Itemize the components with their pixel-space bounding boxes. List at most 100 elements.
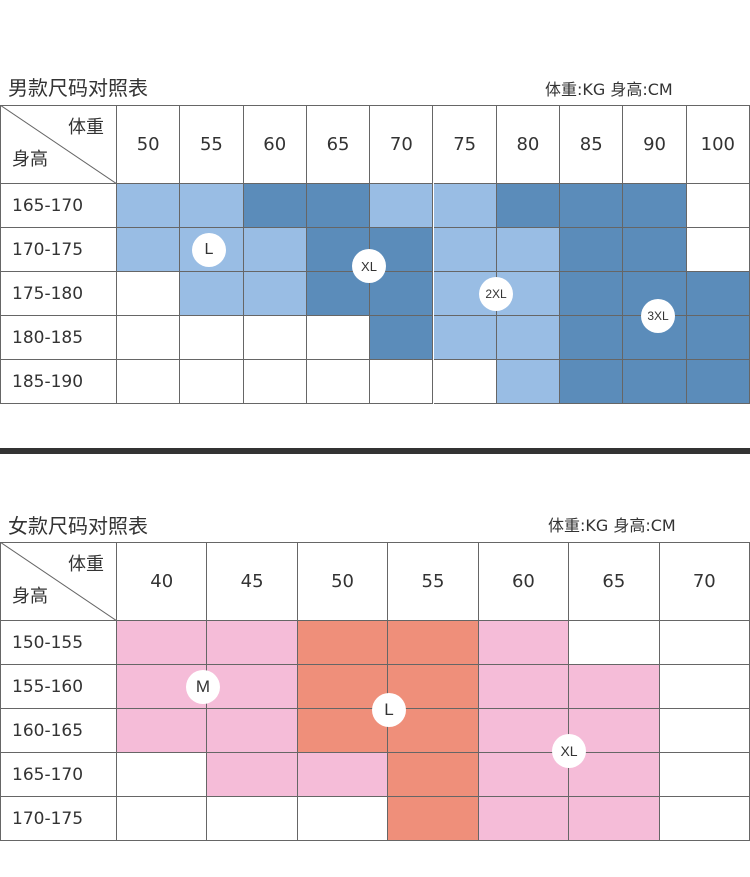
men-size-badge-3xl: 3XL bbox=[641, 299, 675, 333]
men-units-label: 体重:KG 身高:CM bbox=[545, 80, 673, 99]
men-size-cell bbox=[370, 316, 434, 360]
men-size-cell bbox=[496, 316, 561, 360]
women-size-cell bbox=[659, 665, 750, 709]
men-height-label: 185-190 bbox=[0, 360, 117, 404]
women-size-cell bbox=[207, 753, 298, 797]
women-units-label: 体重:KG 身高:CM bbox=[548, 516, 676, 535]
men-size-cell bbox=[560, 184, 624, 228]
men-height-label: 170-175 bbox=[0, 228, 117, 272]
men-size-cell bbox=[117, 272, 181, 316]
men-size-cell bbox=[496, 360, 561, 404]
men-size-cell bbox=[243, 228, 307, 272]
women-size-cell bbox=[297, 753, 389, 797]
men-size-cell bbox=[243, 272, 307, 316]
men-weight-header: 100 bbox=[686, 105, 750, 184]
women-size-cell bbox=[478, 621, 570, 665]
men-size-cell bbox=[180, 272, 244, 316]
women-corner-height-label: 身高 bbox=[12, 586, 48, 607]
men-size-cell bbox=[686, 272, 750, 316]
women-weight-header: 40 bbox=[117, 542, 208, 621]
men-weight-header: 80 bbox=[496, 105, 561, 184]
men-size-cell bbox=[180, 184, 244, 228]
men-size-cell bbox=[180, 316, 244, 360]
women-weight-header: 60 bbox=[478, 542, 570, 621]
women-size-cell bbox=[207, 709, 298, 753]
women-weight-header: 45 bbox=[207, 542, 298, 621]
men-weight-header: 85 bbox=[560, 105, 624, 184]
men-size-cell bbox=[623, 228, 687, 272]
men-size-cell bbox=[686, 316, 750, 360]
men-height-label: 165-170 bbox=[0, 184, 117, 228]
men-size-badge-xl: XL bbox=[352, 249, 386, 283]
women-size-badge-m: M bbox=[186, 670, 220, 704]
men-size-cell bbox=[306, 360, 371, 404]
women-weight-header: 70 bbox=[659, 542, 750, 621]
women-size-cell bbox=[478, 797, 570, 841]
women-size-cell bbox=[659, 709, 750, 753]
men-corner-height-label: 身高 bbox=[12, 149, 48, 170]
women-size-cell bbox=[659, 753, 750, 797]
women-corner-header: 体重 身高 bbox=[0, 542, 117, 621]
women-height-label: 170-175 bbox=[0, 797, 117, 841]
men-weight-header: 75 bbox=[433, 105, 497, 184]
men-size-cell bbox=[496, 228, 561, 272]
men-weight-header: 50 bbox=[117, 105, 181, 184]
men-weight-header: 65 bbox=[306, 105, 371, 184]
men-size-cell bbox=[243, 184, 307, 228]
men-size-cell bbox=[686, 184, 750, 228]
men-size-cell bbox=[117, 316, 181, 360]
women-size-cell bbox=[569, 621, 660, 665]
women-size-cell bbox=[659, 797, 750, 841]
men-size-cell bbox=[560, 272, 624, 316]
men-size-cell bbox=[560, 360, 624, 404]
women-size-badge-l: L bbox=[372, 693, 406, 727]
women-size-cell bbox=[388, 797, 479, 841]
men-table-left-border bbox=[0, 105, 1, 403]
women-size-cell bbox=[388, 621, 479, 665]
men-size-cell bbox=[117, 184, 181, 228]
women-table-left-border bbox=[0, 542, 1, 840]
men-size-cell bbox=[370, 360, 434, 404]
women-size-cell bbox=[388, 753, 479, 797]
women-size-cell bbox=[207, 665, 298, 709]
women-corner-weight-label: 体重 bbox=[68, 554, 104, 575]
men-size-cell bbox=[243, 316, 307, 360]
women-height-label: 155-160 bbox=[0, 665, 117, 709]
men-size-cell bbox=[560, 316, 624, 360]
women-size-cell bbox=[297, 621, 389, 665]
men-size-cell bbox=[306, 316, 371, 360]
women-size-cell bbox=[117, 621, 208, 665]
men-size-cell bbox=[117, 360, 181, 404]
men-corner-header: 体重 身高 bbox=[0, 105, 117, 184]
women-size-cell bbox=[117, 709, 208, 753]
men-size-cell bbox=[370, 184, 434, 228]
section-divider bbox=[0, 448, 750, 454]
men-height-label: 180-185 bbox=[0, 316, 117, 360]
men-size-cell bbox=[433, 184, 497, 228]
men-corner-weight-label: 体重 bbox=[68, 117, 104, 138]
women-size-cell bbox=[117, 753, 208, 797]
women-size-cell bbox=[297, 797, 389, 841]
women-weight-header: 50 bbox=[297, 542, 389, 621]
men-size-cell bbox=[496, 184, 561, 228]
women-size-cell bbox=[478, 665, 570, 709]
men-size-cell bbox=[306, 184, 371, 228]
men-size-cell bbox=[370, 272, 434, 316]
women-chart-title: 女款尺码对照表 bbox=[8, 514, 148, 538]
men-weight-header: 55 bbox=[180, 105, 244, 184]
women-weight-header: 65 bbox=[569, 542, 660, 621]
women-height-label: 150-155 bbox=[0, 621, 117, 665]
men-size-cell bbox=[623, 360, 687, 404]
women-size-cell bbox=[569, 797, 660, 841]
men-size-badge-l: L bbox=[192, 233, 226, 267]
men-size-cell bbox=[686, 360, 750, 404]
women-table-top-border bbox=[0, 542, 750, 543]
men-size-cell bbox=[180, 360, 244, 404]
women-size-cell bbox=[117, 797, 208, 841]
men-size-cell bbox=[433, 316, 497, 360]
women-size-badge-xl: XL bbox=[552, 734, 586, 768]
men-size-cell bbox=[623, 184, 687, 228]
men-weight-header: 60 bbox=[243, 105, 307, 184]
women-height-label: 165-170 bbox=[0, 753, 117, 797]
men-height-label: 175-180 bbox=[0, 272, 117, 316]
